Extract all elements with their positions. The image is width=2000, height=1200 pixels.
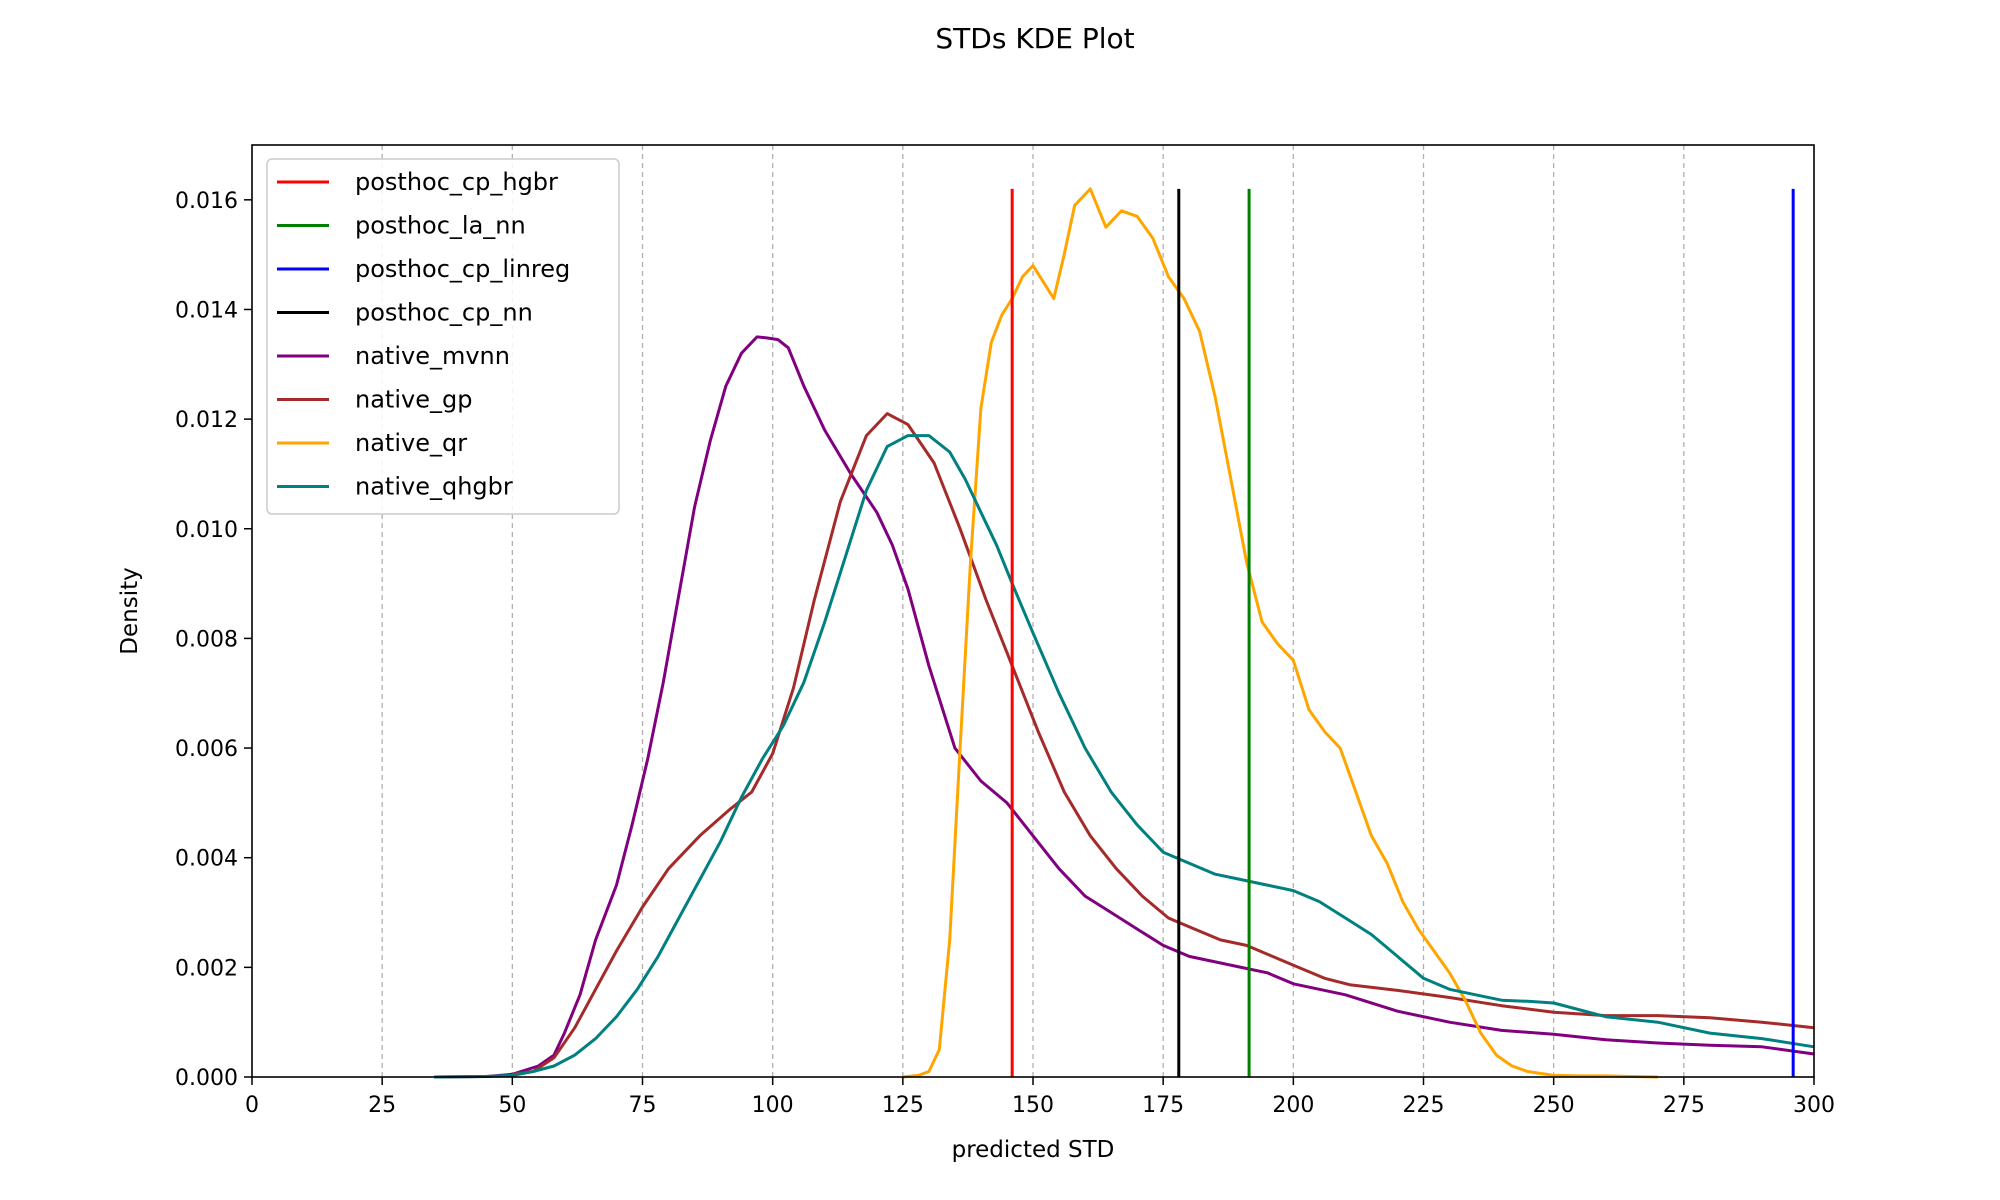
x-axis-label: predicted STD <box>952 1137 1115 1163</box>
legend-label-native-qhgbr: native_qhgbr <box>355 473 513 501</box>
x-tick-label-25: 25 <box>368 1093 396 1118</box>
legend-label-posthoc-cp-nn: posthoc_cp_nn <box>355 299 533 327</box>
legend-label-posthoc-cp-linreg: posthoc_cp_linreg <box>355 255 570 283</box>
x-tick-label-200: 200 <box>1272 1093 1314 1118</box>
plot-layer <box>434 187 1815 1079</box>
series-line-native-gp <box>512 412 1815 1076</box>
x-tick-label-125: 125 <box>882 1093 924 1118</box>
y-tick-label-0: 0.000 <box>175 1066 238 1091</box>
grid-layer <box>381 145 1685 1077</box>
x-tick-label-300: 300 <box>1793 1093 1835 1118</box>
x-tick-label-150: 150 <box>1012 1093 1054 1118</box>
x-tick-label-225: 225 <box>1403 1093 1445 1118</box>
legend: posthoc_cp_hgbr posthoc_la_nn posthoc_cp_l… <box>266 158 620 515</box>
y-tick-label-4: 0.008 <box>175 627 238 652</box>
x-tick-label-275: 275 <box>1663 1093 1705 1118</box>
x-tick-label-250: 250 <box>1533 1093 1575 1118</box>
legend-label-native-mvnn: native_mvnn <box>355 342 510 370</box>
y-tick-label-1: 0.002 <box>175 956 238 981</box>
y-axis-label: Density <box>117 567 143 654</box>
legend-label-native-gp: native_gp <box>355 386 472 414</box>
y-tick-label-5: 0.010 <box>175 518 238 543</box>
x-tick-label-100: 100 <box>752 1093 794 1118</box>
y-axis-ticks: 0.000 0.002 0.004 0.006 0.008 0.010 0.012 0.014… <box>175 189 252 1091</box>
x-tick-label-0: 0 <box>245 1093 259 1118</box>
legend-box <box>266 158 620 515</box>
series-line-native-qhgbr <box>434 434 1815 1079</box>
series-line-native-mvnn <box>434 335 1815 1079</box>
x-tick-label-175: 175 <box>1142 1093 1184 1118</box>
y-tick-label-7: 0.014 <box>175 298 238 323</box>
legend-label-posthoc-la-nn: posthoc_la_nn <box>355 212 526 240</box>
legend-label-posthoc-cp-hgbr: posthoc_cp_hgbr <box>355 168 558 196</box>
x-tick-label-50: 50 <box>498 1093 526 1118</box>
vline-layer <box>1010 188 1795 1077</box>
legend-label-native-qr: native_qr <box>355 429 467 457</box>
y-tick-label-3: 0.006 <box>175 737 238 762</box>
y-tick-label-2: 0.004 <box>175 847 238 872</box>
y-tick-label-8: 0.016 <box>175 189 238 214</box>
chart-title: STDs KDE Plot <box>935 22 1134 55</box>
x-axis-ticks: 0 25 50 75 100 125 150 175 200 225 250 275 300 <box>245 1077 1835 1118</box>
y-tick-label-6: 0.012 <box>175 408 238 433</box>
series-line-native-qr <box>902 187 1658 1079</box>
x-tick-label-75: 75 <box>629 1093 657 1118</box>
